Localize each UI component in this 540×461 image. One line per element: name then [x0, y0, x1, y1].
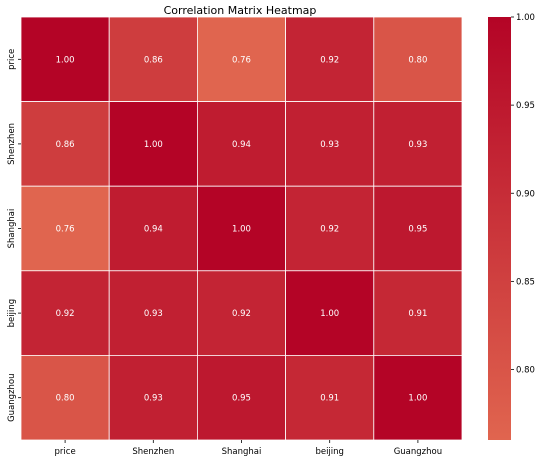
colorbar-gradient [488, 17, 511, 440]
y-axis-ticks: price Shenzhen Shanghai beijing Guangzhou [7, 49, 21, 422]
colorbar-tick-label: 0.85 [516, 277, 535, 287]
cell-annotation: 0.93 [408, 140, 427, 150]
cell-annotation: 0.80 [56, 394, 75, 404]
cell-annotation: 0.95 [232, 394, 251, 404]
colorbar: 0.80 0.85 0.90 0.95 1.00 [488, 13, 535, 440]
cell-annotation: 0.93 [144, 394, 163, 404]
cell-annotation: 0.86 [144, 55, 163, 65]
colorbar-tick-label: 0.95 [516, 101, 535, 111]
y-tick-label: Guangzhou [7, 373, 17, 421]
heatmap-cell [20, 354, 110, 441]
cell-annotation: 0.93 [320, 140, 339, 150]
heatmap-cell [196, 185, 286, 272]
heatmap-cell [373, 101, 463, 187]
heatmap-cell [196, 101, 286, 187]
colorbar-tick-label: 1.00 [516, 13, 535, 23]
heatmap-cells [20, 16, 463, 441]
x-tick-label: Shenzhen [132, 447, 174, 457]
cell-annotation: 0.86 [56, 140, 75, 150]
cell-annotation: 0.94 [232, 140, 251, 150]
heatmap-cell [20, 101, 110, 187]
cell-annotation: 1.00 [144, 140, 163, 150]
x-tick-label: Shanghai [222, 447, 262, 457]
heatmap-cell [108, 185, 198, 272]
heatmap-cell [285, 270, 375, 356]
y-tick-label: Shanghai [7, 209, 17, 249]
colorbar-tick-label: 0.80 [516, 366, 535, 376]
cell-annotation: 0.76 [232, 55, 251, 65]
heatmap-cell [196, 16, 286, 102]
cell-annotations: 1.00 0.86 0.76 0.92 0.80 0.86 1.00 0.94 0.93 0.93… [56, 55, 428, 403]
cell-annotation: 0.94 [144, 225, 163, 235]
heatmap-cell [196, 270, 286, 356]
cell-annotation: 0.91 [320, 394, 339, 404]
cell-annotation: 0.93 [144, 309, 163, 319]
x-tick-label: beijing [315, 447, 344, 457]
x-axis-ticks: price Shenzhen Shanghai beijing Guangzhou [55, 440, 442, 457]
cell-annotation: 0.76 [56, 225, 75, 235]
cell-annotation: 0.91 [408, 309, 427, 319]
chart-title: Correlation Matrix Heatmap [164, 4, 317, 17]
cell-annotation: 1.00 [320, 309, 339, 319]
cell-annotation: 0.92 [320, 55, 339, 65]
heatmap-cell [373, 354, 463, 441]
x-tick-label: Guangzhou [394, 447, 442, 457]
heatmap-cell [373, 16, 463, 102]
heatmap-cell [108, 16, 198, 102]
heatmap-cell [285, 16, 375, 102]
y-tick-label: beijing [7, 299, 17, 328]
heatmap-cell [108, 354, 198, 441]
cell-annotation: 0.92 [232, 309, 251, 319]
cell-annotation: 1.00 [408, 394, 427, 404]
cell-annotation: 0.92 [320, 225, 339, 235]
heatmap-cell [108, 270, 198, 356]
x-tick-label: price [55, 447, 76, 457]
cell-annotation: 0.95 [408, 225, 427, 235]
cell-annotation: 1.00 [56, 55, 75, 65]
heatmap-cell [373, 270, 463, 356]
heatmap-cell [373, 185, 463, 272]
cell-annotation: 1.00 [232, 225, 251, 235]
heatmap-cell [196, 354, 286, 441]
heatmap-cell [285, 185, 375, 272]
heatmap-cell [20, 16, 110, 102]
cell-annotation: 0.80 [408, 55, 427, 65]
y-tick-label: price [7, 49, 17, 70]
cell-annotation: 0.92 [56, 309, 75, 319]
y-tick-label: Shenzhen [7, 123, 17, 165]
colorbar-tick-label: 0.90 [516, 189, 535, 199]
